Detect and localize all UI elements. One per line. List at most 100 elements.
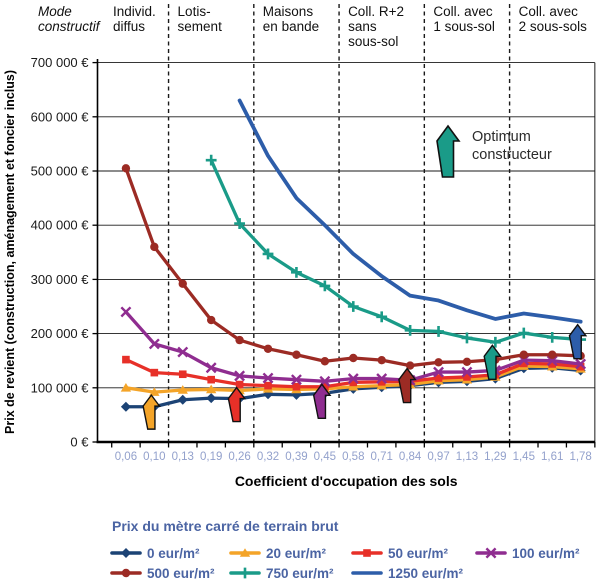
zone-label: 1 sous-sol xyxy=(433,19,495,34)
x-tick-label: 1,45 xyxy=(513,451,535,463)
marker-circle xyxy=(349,353,358,363)
marker-square xyxy=(463,373,471,381)
series-100-eur-m- xyxy=(120,306,587,387)
marker-square xyxy=(377,378,386,386)
marker-circle xyxy=(548,350,557,359)
marker-circle xyxy=(377,355,386,365)
x-tick-label: 0,71 xyxy=(371,451,393,463)
x-tick-label: 1,78 xyxy=(569,451,591,463)
marker-x xyxy=(433,366,444,378)
marker-circle xyxy=(292,350,301,359)
x-tick-label: 0,97 xyxy=(427,451,449,463)
zone-label: sement xyxy=(178,19,223,34)
x-tick-label: 0,32 xyxy=(257,451,279,463)
series-500-eur-m- xyxy=(121,164,585,370)
zone-label: Maisons xyxy=(263,4,314,19)
x-tick-label: 0,26 xyxy=(228,451,250,463)
legend-item: 500 eur/m² xyxy=(110,566,215,581)
marker-square xyxy=(576,362,585,371)
marker-diamond xyxy=(177,394,188,405)
y-tick-label: 700 000 € xyxy=(31,55,90,70)
zone-label: sans xyxy=(348,19,377,34)
series-line xyxy=(237,98,583,324)
marker-triangle xyxy=(205,384,217,394)
marker-triangle xyxy=(177,385,188,394)
y-tick-labels: 0 € 100 000 € 200 000 € 300 000 € 400 000 € 5… xyxy=(31,55,90,449)
marker-circle xyxy=(434,358,443,367)
series-1250-eur-m- xyxy=(237,98,583,324)
marker-x xyxy=(120,306,132,318)
marker-square xyxy=(321,382,329,391)
zone-label: Lotis- xyxy=(178,4,211,19)
optimum-annotation: Optimum constructeur xyxy=(436,124,552,178)
marker-square xyxy=(122,355,130,364)
zone-label: Coll. avec xyxy=(433,4,493,19)
marker-square xyxy=(178,370,187,379)
marker-plus xyxy=(404,324,416,336)
marker-circle xyxy=(320,357,330,366)
marker-x xyxy=(461,366,473,378)
marker-x xyxy=(148,338,160,350)
marker-triangle xyxy=(120,383,132,392)
marker-x xyxy=(234,370,246,382)
mode-constructif-label: constructif xyxy=(38,19,101,34)
marker-square xyxy=(207,375,215,384)
marker-square xyxy=(150,368,159,377)
marker-x xyxy=(177,346,189,358)
y-tick-label: 200 000 € xyxy=(31,326,90,341)
legend-item: 50 eur/m² xyxy=(351,546,449,561)
marker-plus xyxy=(546,331,558,343)
x-tick-label: 0,06 xyxy=(115,451,137,463)
marker-diamond xyxy=(206,393,217,404)
marker-square xyxy=(434,374,443,382)
marker-plus xyxy=(262,248,274,260)
optimum-annotation-label: Optimum xyxy=(472,129,531,145)
marker-square xyxy=(548,360,557,368)
optimum-arrow xyxy=(312,383,332,419)
zone-label: diffus xyxy=(113,19,145,34)
marker-triangle xyxy=(149,387,160,396)
marker-triangle xyxy=(239,548,251,557)
zone-label: Coll. avec xyxy=(519,4,579,19)
marker-square xyxy=(520,359,528,368)
optimum-arrow xyxy=(436,124,461,178)
x-tick-label: 0,45 xyxy=(314,451,336,463)
y-tick-label: 100 000 € xyxy=(31,380,90,395)
y-tick-label: 0 € xyxy=(70,435,89,450)
marker-square xyxy=(235,380,244,389)
legend-item-label: 100 eur/m² xyxy=(512,546,580,561)
optimum-annotation-label: constructeur xyxy=(472,147,552,163)
x-tick-label: 1,29 xyxy=(484,451,506,463)
mode-constructif-label: Mode xyxy=(38,4,72,19)
marker-x xyxy=(347,373,359,385)
y-tick-label: 600 000 € xyxy=(31,109,90,124)
marker-square xyxy=(264,381,272,390)
zone-label: Coll. R+2 xyxy=(348,4,404,19)
marker-plus xyxy=(461,332,473,344)
x-tick-label: 0,13 xyxy=(172,451,194,463)
marker-square xyxy=(363,549,371,557)
series-750-eur-m- xyxy=(205,154,587,348)
marker-plus xyxy=(376,311,388,323)
marker-diamond xyxy=(120,401,131,412)
marker-plus xyxy=(239,567,251,579)
marker-plus xyxy=(347,301,359,312)
marker-x xyxy=(546,355,558,367)
axes xyxy=(92,59,596,448)
legend-item-label: 0 eur/m² xyxy=(147,546,200,561)
marker-x xyxy=(485,547,497,559)
marker-x xyxy=(376,373,388,385)
zone-label: Individ. xyxy=(113,4,156,19)
marker-plus xyxy=(234,218,245,229)
zone-boundaries xyxy=(167,4,511,442)
marker-triangle xyxy=(348,381,359,391)
legend-item: 100 eur/m² xyxy=(475,546,580,561)
legend-item: 1250 eur/m² xyxy=(351,566,464,581)
marker-x xyxy=(575,358,587,370)
marker-circle xyxy=(150,242,159,252)
marker-plus xyxy=(518,327,530,339)
zone-label: en bande xyxy=(263,19,319,34)
